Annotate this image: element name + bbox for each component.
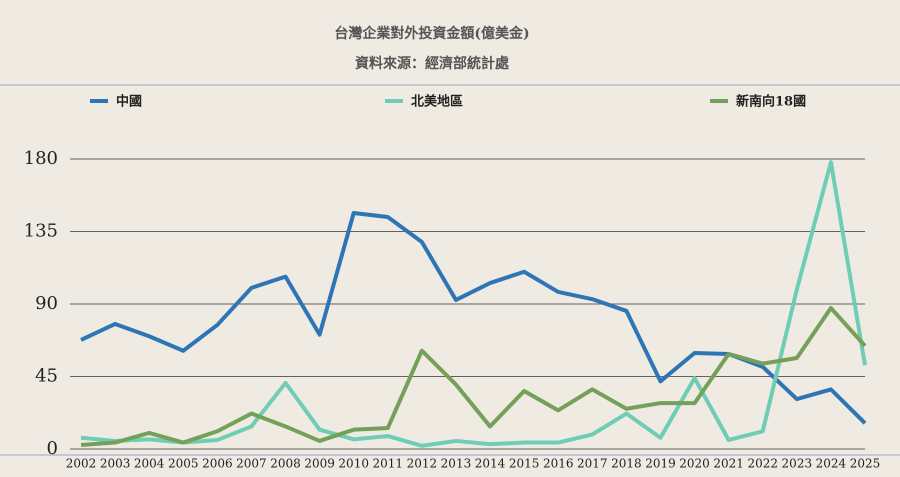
y-tick-label: 180: [24, 148, 58, 169]
y-tick-label: 135: [24, 221, 58, 242]
x-tick-label: 2018: [611, 457, 642, 471]
chart-subtitle: 資料來源：經濟部統計處: [355, 55, 510, 72]
x-tick-label: 2024: [816, 457, 847, 471]
x-tick-label: 2003: [100, 457, 131, 471]
chart-title: 台灣企業對外投資金額(億美金): [334, 25, 529, 42]
x-tick-label: 2013: [441, 457, 472, 471]
x-tick-label: 2021: [713, 457, 744, 471]
x-tick-label: 2019: [645, 457, 676, 471]
x-tick-label: 2002: [66, 457, 97, 471]
x-tick-label: 2008: [270, 457, 301, 471]
x-tick-label: 2023: [782, 457, 813, 471]
x-tick-label: 2014: [475, 457, 506, 471]
line-series: [80, 160, 867, 448]
y-tick-label: 45: [35, 366, 58, 387]
legend-label: 中國: [116, 94, 142, 110]
x-tick-label: 2011: [373, 457, 404, 471]
x-tick-label: 2022: [747, 457, 778, 471]
x-tick-label: 2004: [134, 457, 165, 471]
x-tick-label: 2005: [168, 457, 199, 471]
y-tick-label: 0: [47, 438, 58, 459]
x-tick-label: 2007: [236, 457, 267, 471]
legend-label: 新南向18國: [736, 94, 806, 110]
x-tick-label: 2020: [679, 457, 710, 471]
x-tick-label: 2016: [543, 457, 574, 471]
x-tick-label: 2025: [850, 457, 881, 471]
line-series: [80, 306, 867, 447]
x-tick-label: 2009: [304, 457, 335, 471]
x-tick-label: 2015: [509, 457, 540, 471]
x-tick-label: 2012: [407, 457, 438, 471]
y-tick-label: 90: [35, 293, 58, 314]
legend-label: 北美地區: [411, 94, 463, 110]
x-tick-label: 2017: [577, 457, 608, 471]
x-tick-label: 2010: [338, 457, 369, 471]
x-tick-label: 2006: [202, 457, 233, 471]
